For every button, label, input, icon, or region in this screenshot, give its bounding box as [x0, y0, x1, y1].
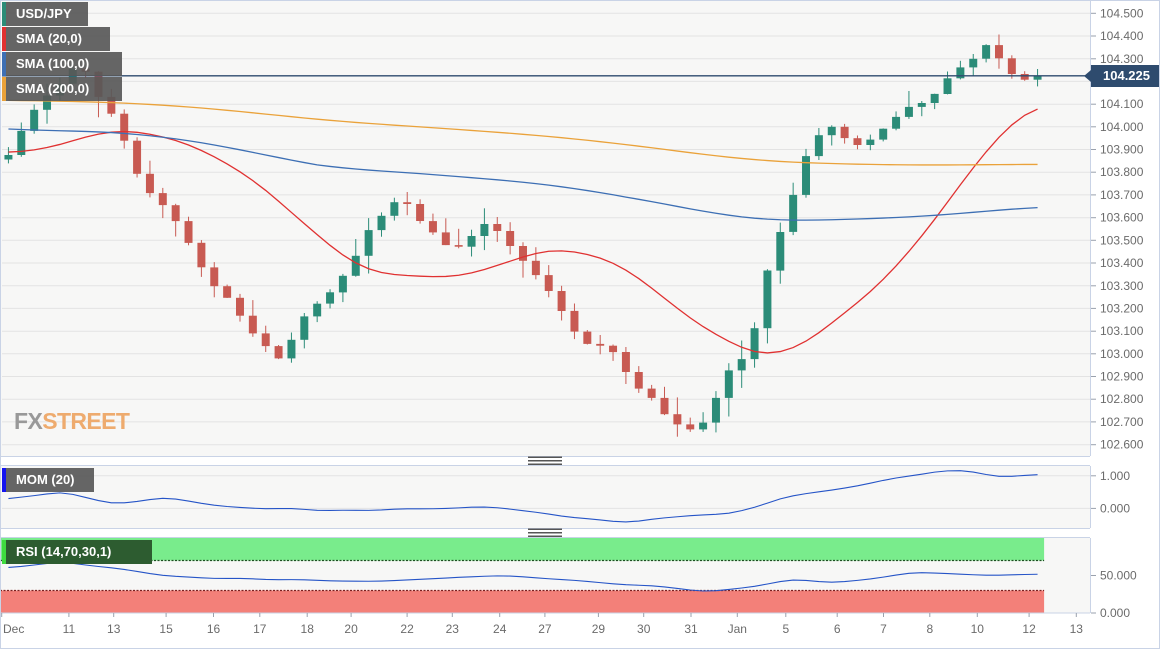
- svg-text:Jan: Jan: [728, 622, 747, 636]
- svg-text:16: 16: [207, 622, 221, 636]
- svg-text:11: 11: [63, 622, 76, 636]
- svg-text:13: 13: [107, 622, 121, 636]
- svg-text:10: 10: [971, 622, 985, 636]
- svg-text:20: 20: [344, 622, 358, 636]
- svg-text:8: 8: [926, 622, 933, 636]
- svg-text:23: 23: [446, 622, 460, 636]
- svg-text:29: 29: [592, 622, 606, 636]
- svg-text:22: 22: [400, 622, 414, 636]
- svg-text:30: 30: [637, 622, 651, 636]
- svg-text:27: 27: [538, 622, 552, 636]
- svg-text:6: 6: [834, 622, 841, 636]
- svg-text:31: 31: [684, 622, 698, 636]
- svg-text:15: 15: [159, 622, 173, 636]
- svg-text:17: 17: [253, 622, 267, 636]
- svg-text:7: 7: [880, 622, 887, 636]
- svg-text:18: 18: [301, 622, 315, 636]
- svg-text:12: 12: [1022, 622, 1036, 636]
- svg-text:5: 5: [782, 622, 789, 636]
- svg-text:24: 24: [493, 622, 507, 636]
- svg-text:13: 13: [1070, 622, 1084, 636]
- svg-text:Dec: Dec: [3, 622, 24, 636]
